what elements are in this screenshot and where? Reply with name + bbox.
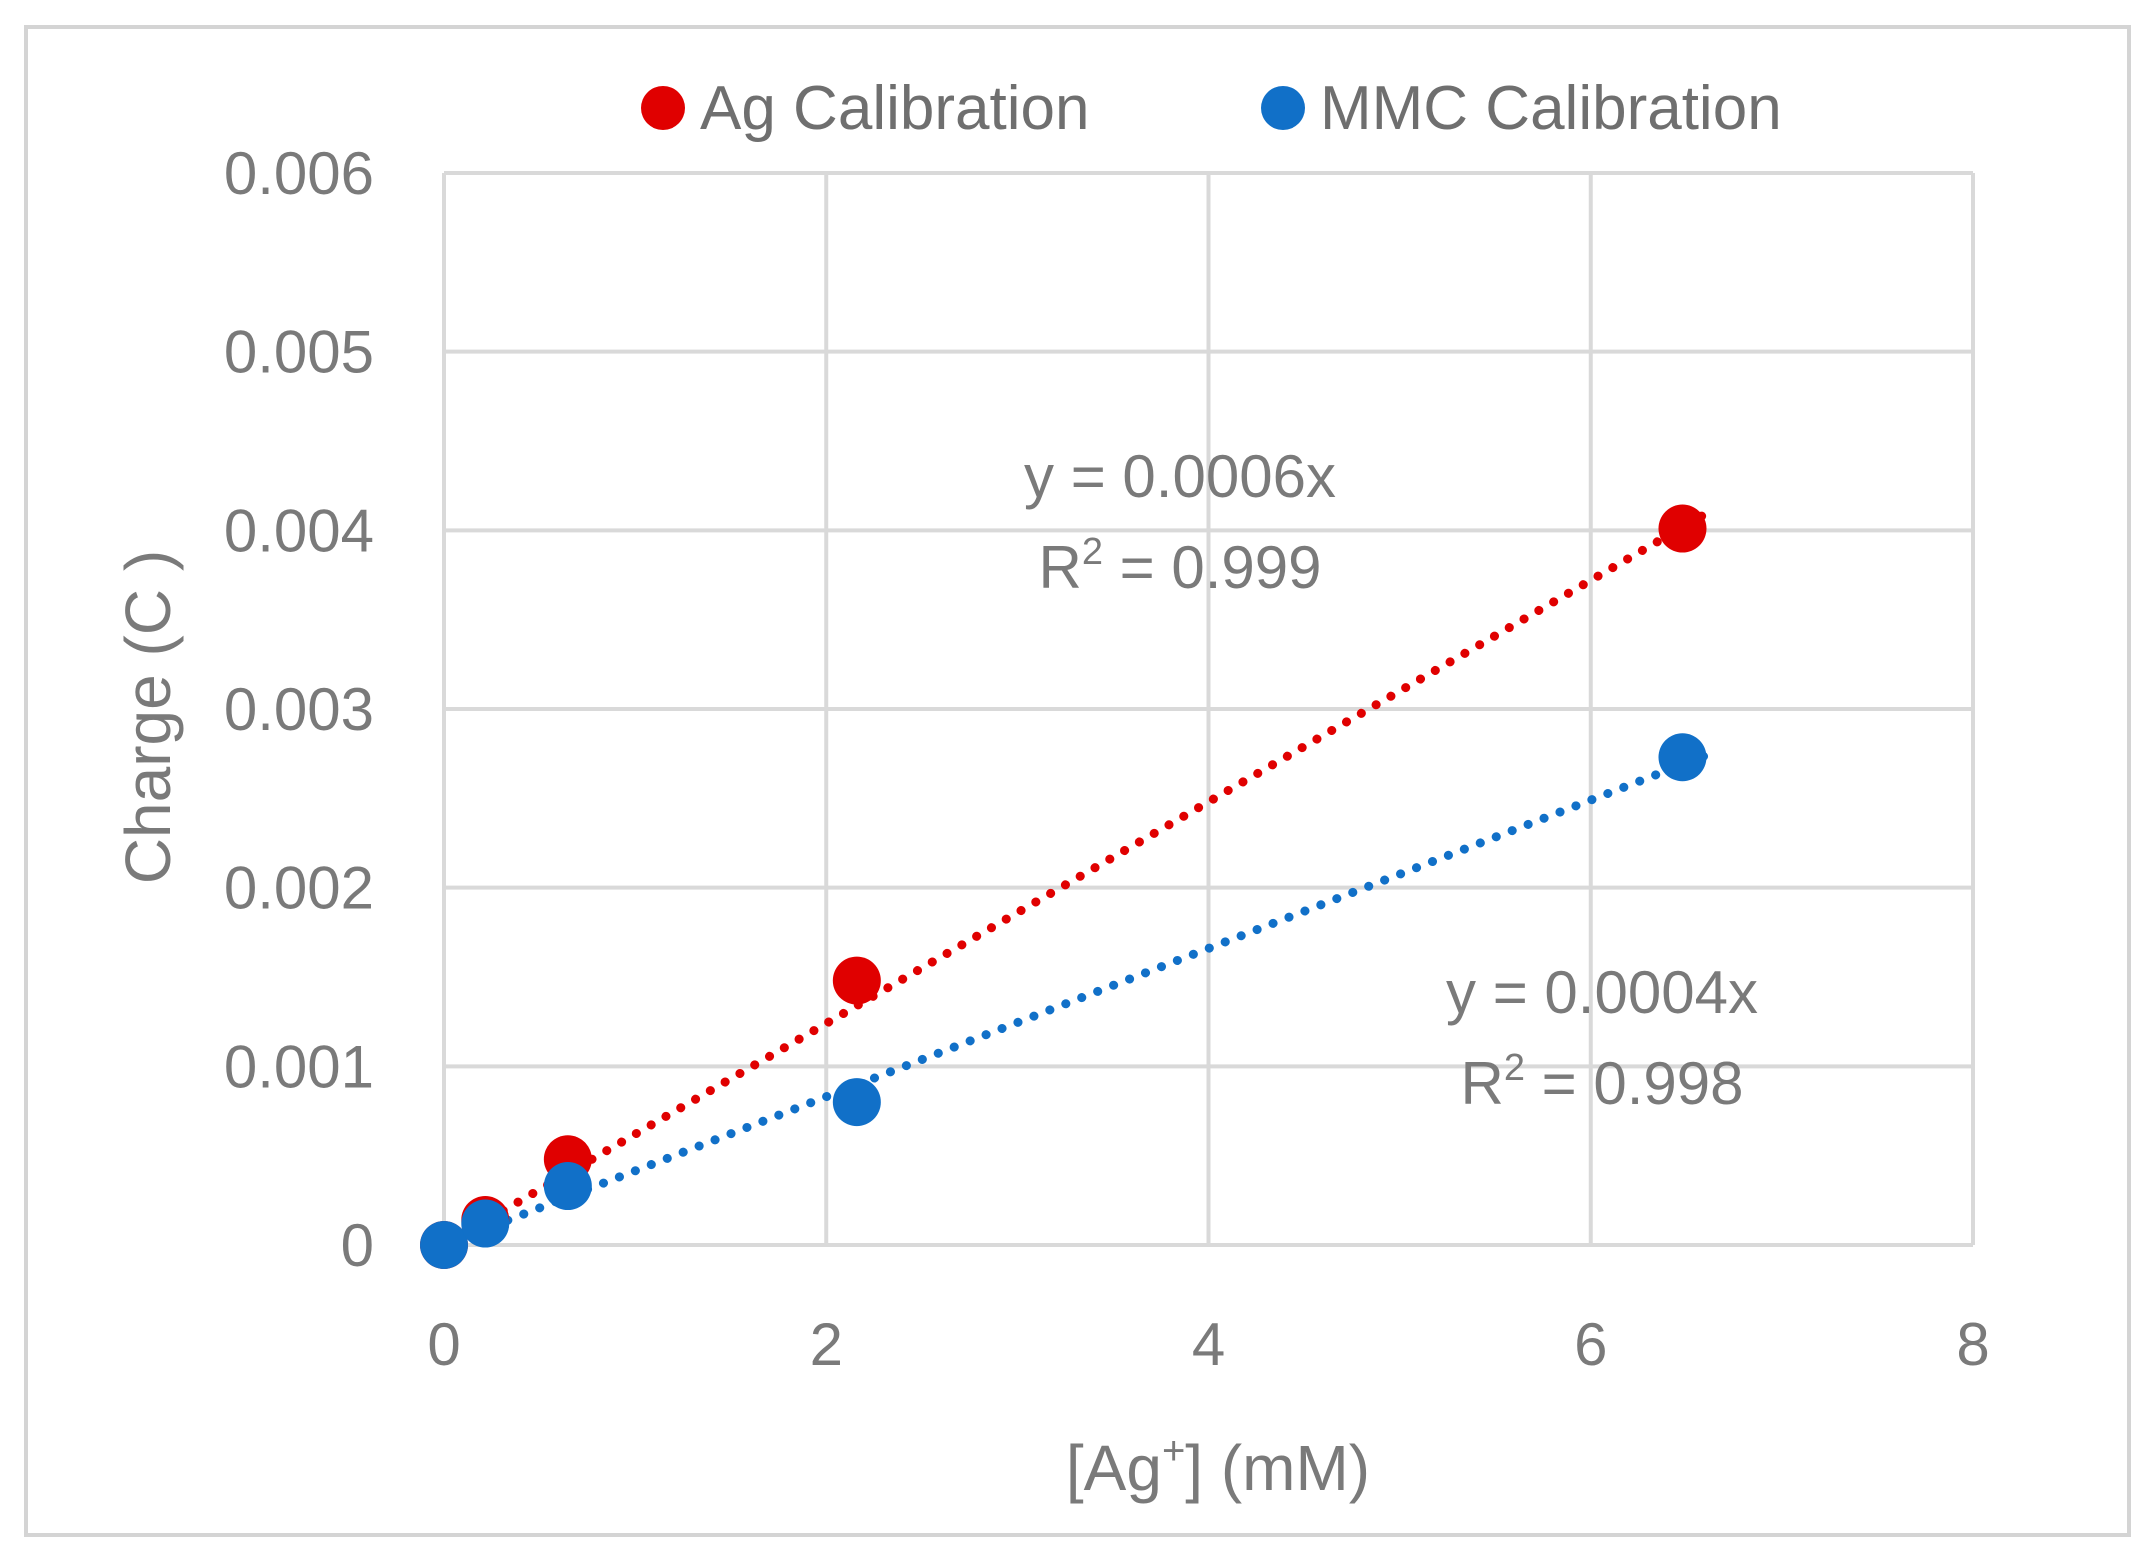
mmc-data-point xyxy=(832,1078,881,1127)
ag-r-squared: R2 = 0.999 xyxy=(1038,531,1321,601)
mmc-data-point xyxy=(543,1162,592,1211)
ag-equation: y = 0.0006x xyxy=(1024,443,1336,510)
legend-marker-ag xyxy=(641,86,685,130)
x-tick-label: 2 xyxy=(810,1311,843,1378)
x-axis-title: [Ag+] (mM) xyxy=(1066,1429,1370,1504)
y-axis-title: Charge (C ) xyxy=(112,550,184,884)
legend-marker-mmc xyxy=(1261,86,1305,130)
legend-label-mmc: MMC Calibration xyxy=(1320,74,1782,143)
x-tick-label: 4 xyxy=(1192,1311,1225,1378)
x-tick-labels: 0 2 4 6 8 xyxy=(427,1311,1989,1378)
y-tick-label: 0.005 xyxy=(224,319,374,386)
y-tick-label: 0.006 xyxy=(224,140,374,207)
y-tick-label: 0.002 xyxy=(224,855,374,922)
y-tick-label: 0 xyxy=(341,1212,374,1279)
legend-label-ag: Ag Calibration xyxy=(700,74,1089,143)
x-tick-label: 0 xyxy=(427,1311,460,1378)
data-points xyxy=(420,504,1707,1269)
mmc-r-squared: R2 = 0.998 xyxy=(1460,1047,1743,1117)
x-tick-label: 8 xyxy=(1956,1311,1989,1378)
mmc-data-point xyxy=(420,1221,468,1269)
y-tick-label: 0.004 xyxy=(224,497,374,564)
mmc-trend-annotation: y = 0.0004x R2 = 0.998 xyxy=(1446,959,1758,1117)
trendlines xyxy=(439,509,1710,1250)
y-tick-labels: 0 0.001 0.002 0.003 0.004 0.005 0.006 xyxy=(224,140,374,1279)
ag-trend-annotation: y = 0.0006x R2 = 0.999 xyxy=(1024,443,1336,601)
mmc-data-point xyxy=(1658,733,1707,782)
mmc-trendline xyxy=(439,751,1710,1250)
legend: Ag Calibration MMC Calibration xyxy=(641,74,1782,143)
gridlines xyxy=(442,171,1975,1247)
ag-data-point xyxy=(832,956,881,1005)
mmc-data-point xyxy=(461,1199,510,1248)
ag-data-point xyxy=(1658,504,1707,553)
x-tick-label: 6 xyxy=(1574,1311,1607,1378)
mmc-equation: y = 0.0004x xyxy=(1446,959,1758,1026)
y-tick-label: 0.001 xyxy=(224,1033,374,1100)
ag-trendline xyxy=(439,509,1710,1250)
chart-frame xyxy=(24,25,2131,1537)
y-tick-label: 0.003 xyxy=(224,676,374,743)
